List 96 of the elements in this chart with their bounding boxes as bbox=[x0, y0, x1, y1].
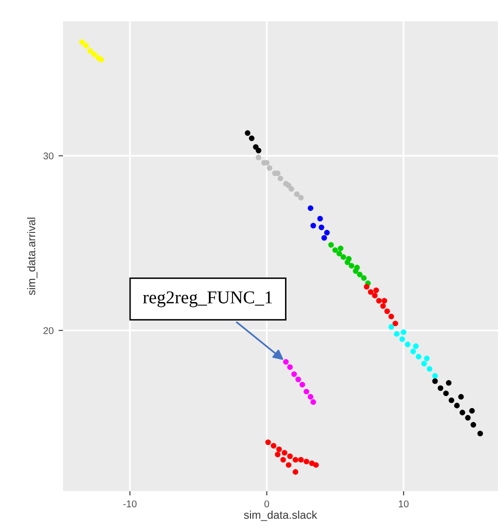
point bbox=[298, 456, 304, 463]
point bbox=[438, 385, 444, 391]
annotation: reg2reg_FUNC_1 bbox=[143, 291, 272, 308]
point bbox=[287, 453, 293, 460]
y-tick-label: 20 bbox=[44, 327, 54, 334]
point bbox=[340, 254, 346, 260]
point bbox=[364, 284, 370, 290]
point bbox=[346, 256, 352, 262]
point bbox=[83, 42, 89, 48]
point bbox=[265, 439, 271, 446]
point bbox=[256, 148, 262, 154]
point bbox=[380, 303, 386, 309]
point bbox=[318, 224, 324, 230]
point bbox=[287, 364, 293, 370]
x-tick-label: 10 bbox=[398, 500, 409, 508]
y-tick-label: 30 bbox=[43, 152, 54, 160]
point bbox=[336, 250, 342, 256]
point bbox=[304, 458, 310, 464]
point bbox=[410, 348, 416, 354]
point bbox=[382, 298, 388, 304]
point bbox=[477, 430, 483, 436]
point bbox=[92, 52, 98, 58]
point bbox=[309, 460, 315, 466]
point bbox=[354, 264, 360, 270]
point bbox=[426, 366, 432, 372]
point bbox=[283, 359, 289, 365]
point bbox=[454, 402, 460, 408]
point bbox=[313, 462, 319, 468]
point bbox=[300, 382, 306, 388]
point bbox=[294, 191, 300, 197]
y-axis-title: sim_data.arrival bbox=[27, 218, 38, 296]
x-axis-title: sim_data.slack bbox=[244, 510, 318, 521]
point bbox=[392, 320, 398, 326]
point bbox=[470, 422, 476, 428]
point bbox=[469, 408, 475, 414]
point bbox=[465, 415, 471, 421]
point bbox=[292, 469, 298, 475]
point bbox=[276, 446, 282, 452]
point bbox=[373, 287, 379, 294]
point bbox=[388, 324, 394, 330]
point bbox=[357, 272, 363, 278]
point bbox=[266, 165, 272, 171]
point bbox=[274, 452, 280, 458]
point bbox=[310, 399, 316, 405]
point bbox=[432, 373, 438, 379]
point bbox=[399, 336, 405, 342]
point bbox=[324, 230, 330, 236]
point bbox=[338, 246, 344, 252]
point bbox=[443, 390, 449, 396]
point bbox=[368, 289, 374, 295]
point bbox=[448, 398, 454, 404]
point bbox=[432, 378, 438, 384]
point bbox=[253, 144, 259, 150]
point bbox=[460, 410, 466, 416]
point bbox=[332, 247, 338, 253]
point bbox=[278, 176, 284, 182]
point bbox=[280, 456, 286, 463]
point bbox=[424, 356, 430, 362]
point bbox=[394, 331, 400, 337]
point bbox=[308, 394, 314, 400]
x-tick-label: -10 bbox=[123, 500, 137, 508]
point bbox=[372, 292, 378, 298]
point bbox=[400, 329, 406, 335]
point bbox=[328, 242, 334, 248]
point bbox=[384, 308, 390, 314]
point bbox=[286, 462, 292, 468]
point bbox=[298, 194, 304, 200]
point bbox=[256, 154, 262, 160]
point bbox=[310, 222, 316, 228]
point bbox=[291, 371, 297, 377]
point bbox=[376, 298, 382, 304]
point bbox=[295, 376, 301, 382]
point bbox=[421, 360, 427, 366]
point bbox=[458, 394, 464, 400]
point bbox=[292, 456, 298, 463]
point bbox=[416, 354, 422, 360]
point bbox=[244, 130, 250, 136]
point bbox=[248, 136, 254, 142]
point bbox=[404, 342, 410, 348]
point bbox=[98, 56, 104, 62]
point bbox=[282, 450, 288, 456]
point bbox=[304, 388, 310, 394]
point bbox=[308, 205, 314, 211]
point bbox=[288, 186, 294, 192]
point bbox=[361, 275, 367, 281]
x-tick-label: 0 bbox=[264, 500, 270, 508]
point bbox=[317, 216, 323, 222]
point bbox=[446, 380, 452, 386]
point bbox=[286, 182, 292, 188]
point bbox=[413, 343, 419, 349]
point bbox=[270, 442, 276, 449]
point bbox=[79, 39, 85, 45]
point bbox=[388, 314, 394, 320]
point bbox=[87, 48, 94, 54]
point bbox=[321, 235, 327, 241]
point bbox=[348, 263, 354, 269]
